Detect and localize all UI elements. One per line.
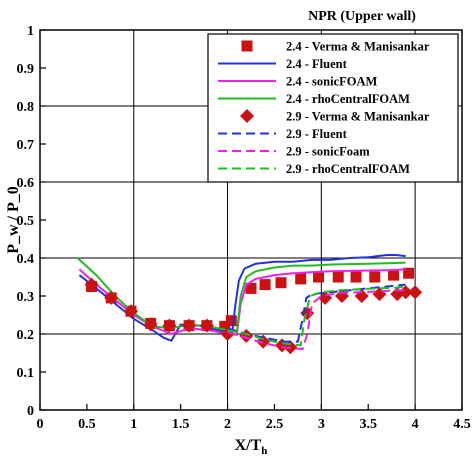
legend-item: 2.4 - sonicFOAM (218, 75, 378, 89)
data-point (123, 304, 138, 319)
data-point (408, 285, 423, 300)
x-tick-label: 1.5 (172, 417, 190, 432)
y-tick-label: 0.8 (17, 100, 35, 115)
data-point (350, 271, 362, 283)
data-point (398, 285, 413, 300)
data-point (199, 318, 214, 333)
series-4 (76, 257, 406, 334)
data-point (162, 318, 177, 333)
legend-label: 2.4 - Fluent (286, 57, 348, 71)
x-tick-label: 2.5 (266, 417, 284, 432)
y-axis-label: P_w / P_0 (5, 186, 22, 254)
legend-item: 2.9 - Fluent (218, 127, 348, 141)
y-tick-label: 0.6 (17, 176, 35, 191)
x-tick-label: 2 (224, 417, 231, 432)
legend-label: 2.9 - Fluent (286, 127, 348, 141)
data-point (84, 277, 99, 292)
legend-item: 2.9 - sonicFoam (218, 145, 370, 159)
y-tick-label: 0.1 (17, 366, 35, 381)
legend-item: 2.9 - rhoCentralFOAM (218, 162, 410, 176)
y-tick-label: 0 (27, 404, 34, 419)
data-point (104, 290, 119, 305)
data-point (369, 271, 381, 283)
y-tick-label: 0.3 (17, 290, 35, 305)
x-tick-label: 4.5 (453, 417, 471, 432)
legend-label: 2.9 - sonicFoam (286, 145, 370, 159)
data-point (332, 271, 344, 283)
legend-box (207, 33, 459, 183)
data-point (245, 282, 257, 294)
x-tick-label: 1 (130, 417, 137, 432)
data-point (182, 318, 197, 333)
data-point (225, 315, 237, 327)
data-point (259, 279, 271, 291)
data-point (275, 277, 287, 289)
x-tick-label: 4 (412, 417, 419, 432)
axis-ticks (39, 29, 463, 411)
data-point (219, 320, 231, 332)
legend-item: 2.4 - rhoCentralFOAM (218, 92, 410, 106)
y-tick-label: 0.4 (17, 252, 35, 267)
y-tick-label: 0.5 (17, 214, 35, 229)
legend-label: 2.9 - rhoCentralFOAM (286, 162, 410, 176)
data-point (388, 269, 400, 281)
x-tick-label: 0.5 (78, 417, 96, 432)
series-line (227, 283, 406, 343)
y-tick-label: 0.2 (17, 328, 35, 343)
series-line (76, 257, 406, 334)
x-axis-label: X/Th (235, 437, 268, 457)
data-point (313, 271, 325, 283)
x-tick-label: 3 (318, 417, 325, 432)
legend-item: 2.4 - Fluent (218, 57, 348, 71)
x-tick-label: 0 (37, 417, 44, 432)
series-6 (227, 283, 406, 343)
data-point (403, 267, 415, 279)
legend-label: 2.4 - rhoCentralFOAM (286, 92, 410, 106)
data-point (143, 317, 158, 332)
plot-series (76, 254, 423, 355)
data-point (295, 273, 307, 285)
legend: NPR (Upper wall) 2.4 - Verma & Manisankar… (207, 9, 459, 183)
legend-item: 2.4 - Verma & Manisankar (241, 40, 430, 54)
legend-label: 2.4 - sonicFOAM (286, 75, 378, 89)
y-tick-label: 1 (27, 24, 34, 39)
y-tick-label: 0.7 (17, 138, 35, 153)
legend-swatch-marker (240, 109, 254, 123)
x-tick-label: 3.5 (359, 417, 377, 432)
axis-tick-labels: 0 0.5 1 1.5 2 2.5 3 3.5 4 4.5 0 0.1 0.2 0.3 0.4 0.5 0.6 0… (17, 24, 471, 432)
legend-title: NPR (Upper wall) (308, 9, 416, 24)
legend-item: 2.9 - Verma & Manisankar (240, 109, 430, 124)
y-tick-label: 0.9 (17, 62, 35, 77)
legend-swatch-marker (241, 40, 253, 52)
legend-label: 2.4 - Verma & Manisankar (286, 40, 430, 54)
legend-label: 2.9 - Verma & Manisankar (286, 110, 430, 124)
